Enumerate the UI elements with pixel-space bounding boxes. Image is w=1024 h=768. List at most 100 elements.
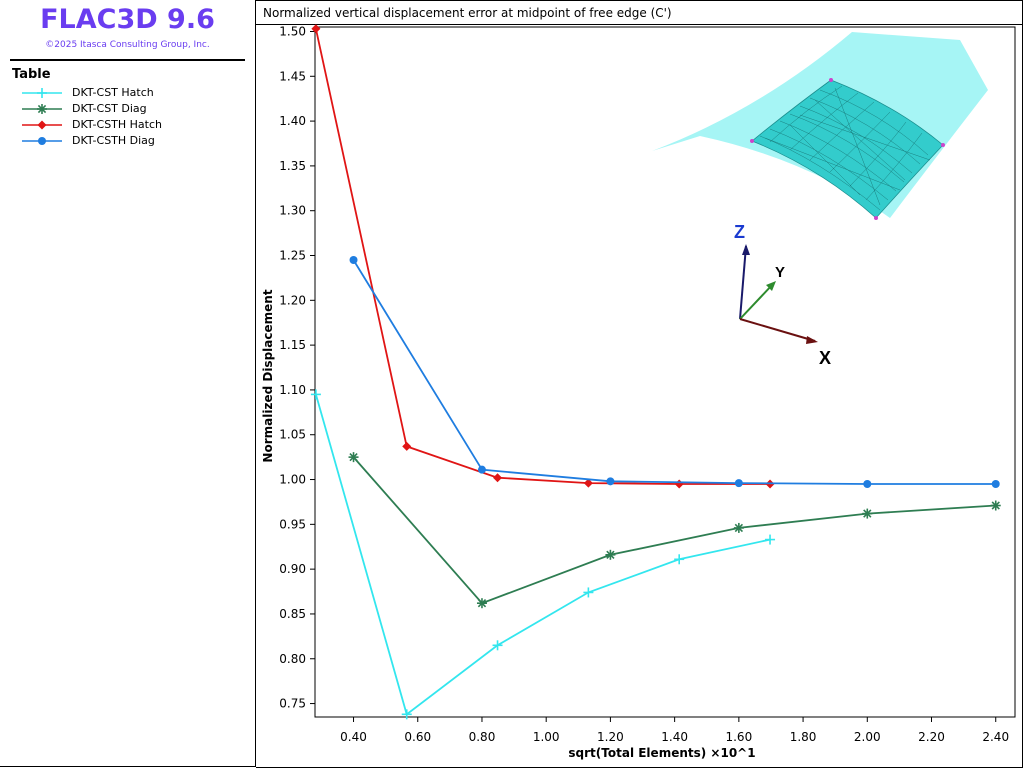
- x-tick-label: 0.80: [469, 730, 496, 744]
- y-arrowhead: [766, 281, 776, 291]
- data-point: [402, 441, 412, 451]
- data-point: [476, 598, 487, 609]
- legend-item: DKT-CST Diag: [22, 101, 242, 117]
- legend-item: DKT-CSTH Diag: [22, 133, 242, 149]
- legend-swatch: [22, 137, 62, 145]
- legend-heading: Table: [12, 67, 51, 82]
- x-arrowhead: [806, 336, 818, 344]
- legend-swatch: [22, 104, 62, 114]
- x-tick-label: 2.00: [854, 730, 881, 744]
- data-point: [583, 478, 593, 488]
- data-point: [862, 508, 873, 519]
- legend-marker: [38, 137, 46, 145]
- y-tick-label: 1.10: [279, 383, 306, 397]
- y-tick-label: 1.25: [279, 249, 306, 263]
- data-point: [674, 554, 685, 565]
- data-point: [734, 479, 743, 488]
- data-point: [605, 549, 616, 560]
- y-tick-label: 1.20: [279, 293, 306, 307]
- y-tick-label: 0.90: [279, 562, 306, 576]
- legend-marker: [37, 88, 47, 98]
- data-point: [477, 465, 486, 474]
- z-axis-label: Z: [734, 222, 745, 242]
- x-axis-arrow: [739, 318, 816, 342]
- data-point: [991, 480, 1000, 489]
- y-tick-label: 1.05: [279, 428, 306, 442]
- y-axis-label: Y: [775, 264, 785, 281]
- y-tick-label: 1.50: [279, 24, 306, 38]
- chart-title: Normalized vertical displacement error a…: [263, 6, 672, 20]
- series-dkt-csth-diag: [349, 255, 1000, 489]
- y-tick-label: 0.75: [279, 697, 306, 711]
- y-tick-label: 1.15: [279, 338, 306, 352]
- legend-swatch: [22, 120, 62, 130]
- series-dkt-csth-hatch: [311, 24, 775, 489]
- x-tick-label: 1.00: [533, 730, 560, 744]
- series-line: [352, 456, 996, 605]
- data-point: [348, 452, 359, 463]
- chart-title-divider: [256, 24, 1023, 25]
- series-line: [315, 394, 771, 716]
- legend-swatch: [22, 88, 62, 98]
- x-tick-label: 1.60: [725, 730, 752, 744]
- y-tick-label: 1.30: [279, 204, 306, 218]
- data-point: [863, 480, 872, 489]
- legend-label: DKT-CST Diag: [72, 102, 147, 115]
- z-axis-arrow: [739, 245, 747, 320]
- x-tick-label: 1.40: [661, 730, 688, 744]
- axis-ticks: 0.40 0.60 0.80 1.00 1.20 1.40 1.60 1.80 2.00 2.20…: [279, 24, 1009, 744]
- x-tick-label: 1.20: [597, 730, 624, 744]
- x-tick-label: 0.60: [404, 730, 431, 744]
- data-point: [492, 640, 503, 651]
- x-axis-title: sqrt(Total Elements) ×10^1: [568, 746, 755, 760]
- series-line: [315, 28, 770, 485]
- y-axis-arrow: [739, 283, 774, 320]
- data-point: [606, 477, 615, 486]
- y-tick-label: 0.95: [279, 517, 306, 531]
- mesh-grid: [759, 85, 931, 211]
- data-point: [401, 709, 412, 720]
- y-tick-label: 1.45: [279, 69, 306, 83]
- x-tick-label: 1.80: [790, 730, 817, 744]
- legend-panel: FLAC3D 9.6 ©2025 Itasca Consulting Group…: [0, 0, 256, 767]
- y-axis-title: Normalized Displacement: [261, 289, 275, 462]
- x-tick-label: 0.40: [340, 730, 367, 744]
- mesh-inset: [652, 32, 988, 220]
- data-point: [765, 534, 776, 545]
- y-tick-label: 1.35: [279, 159, 306, 173]
- data-point: [493, 473, 503, 483]
- plot-area: [314, 26, 1016, 718]
- data-point: [349, 255, 358, 264]
- legend-item: DKT-CSTH Hatch: [22, 117, 242, 133]
- series-dkt-cst-diag: [348, 452, 1001, 609]
- legend-label: DKT-CSTH Diag: [72, 134, 155, 147]
- x-tick-label: 2.40: [982, 730, 1009, 744]
- copyright-text: ©2025 Itasca Consulting Group, Inc.: [45, 40, 210, 50]
- axis-triad: Z Y X: [734, 222, 831, 368]
- x-tick-label: 2.20: [918, 730, 945, 744]
- mesh-corner-markers: [750, 78, 945, 220]
- legend-item: DKT-CST Hatch: [22, 85, 242, 101]
- series-dkt-cst-hatch: [310, 389, 776, 720]
- y-tick-label: 1.00: [279, 473, 306, 487]
- series-layer: [310, 24, 1001, 720]
- app-title: FLAC3D 9.6: [40, 4, 215, 35]
- x-axis-label: X: [819, 348, 831, 368]
- y-tick-label: 0.80: [279, 652, 306, 666]
- legend-label: DKT-CST Hatch: [72, 86, 154, 99]
- legend-marker: [37, 104, 47, 114]
- series-line: [352, 259, 996, 485]
- data-point: [674, 479, 684, 489]
- legend-marker: [37, 120, 47, 130]
- title-divider: [10, 59, 245, 61]
- data-point: [990, 500, 1001, 511]
- data-point: [310, 389, 321, 400]
- data-point: [733, 522, 744, 533]
- legend-label: DKT-CSTH Hatch: [72, 118, 163, 131]
- data-point: [311, 24, 321, 34]
- z-arrowhead: [742, 244, 750, 255]
- y-tick-label: 1.40: [279, 114, 306, 128]
- data-point: [583, 587, 594, 598]
- legend: DKT-CST Hatch DKT-CST Diag DKT-CSTH Hatch D…: [22, 85, 242, 149]
